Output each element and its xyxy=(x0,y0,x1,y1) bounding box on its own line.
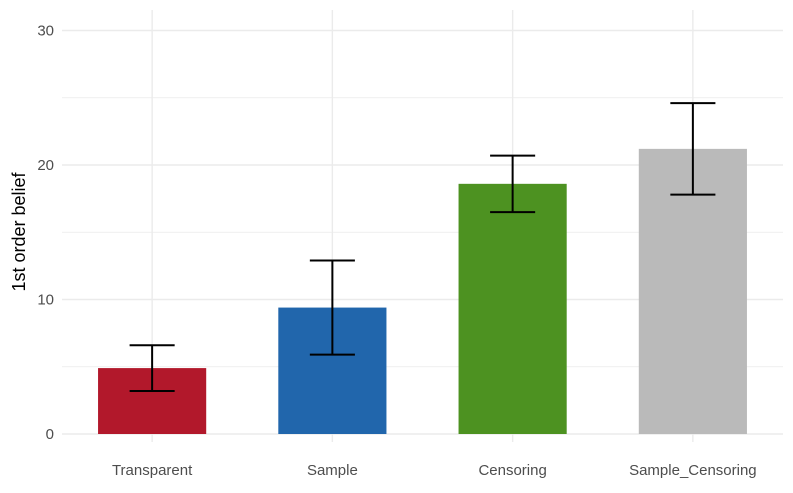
x-tick-label: Sample xyxy=(307,462,358,479)
bar-censoring xyxy=(458,183,567,434)
x-tick-label: Transparent xyxy=(112,462,193,479)
y-tick-labels: 0 10 20 30 xyxy=(37,23,54,444)
y-axis-title: 1st order belief xyxy=(9,171,29,291)
x-tick-labels: Transparent Sample Censoring Sample_Censori… xyxy=(112,462,757,479)
error-bar xyxy=(490,154,536,214)
bars xyxy=(98,148,747,435)
x-tick-label: Sample_Censoring xyxy=(629,462,757,479)
y-tick-label: 0 xyxy=(46,426,54,443)
bar-sample-censoring xyxy=(638,148,747,435)
error-bar xyxy=(129,344,175,392)
error-bars xyxy=(129,102,716,392)
y-tick-label: 10 xyxy=(37,292,54,309)
y-tick-label: 30 xyxy=(37,23,54,40)
error-bar xyxy=(670,102,716,196)
x-tick-label: Censoring xyxy=(478,462,546,479)
y-tick-label: 20 xyxy=(37,157,54,174)
error-bar xyxy=(309,259,355,356)
